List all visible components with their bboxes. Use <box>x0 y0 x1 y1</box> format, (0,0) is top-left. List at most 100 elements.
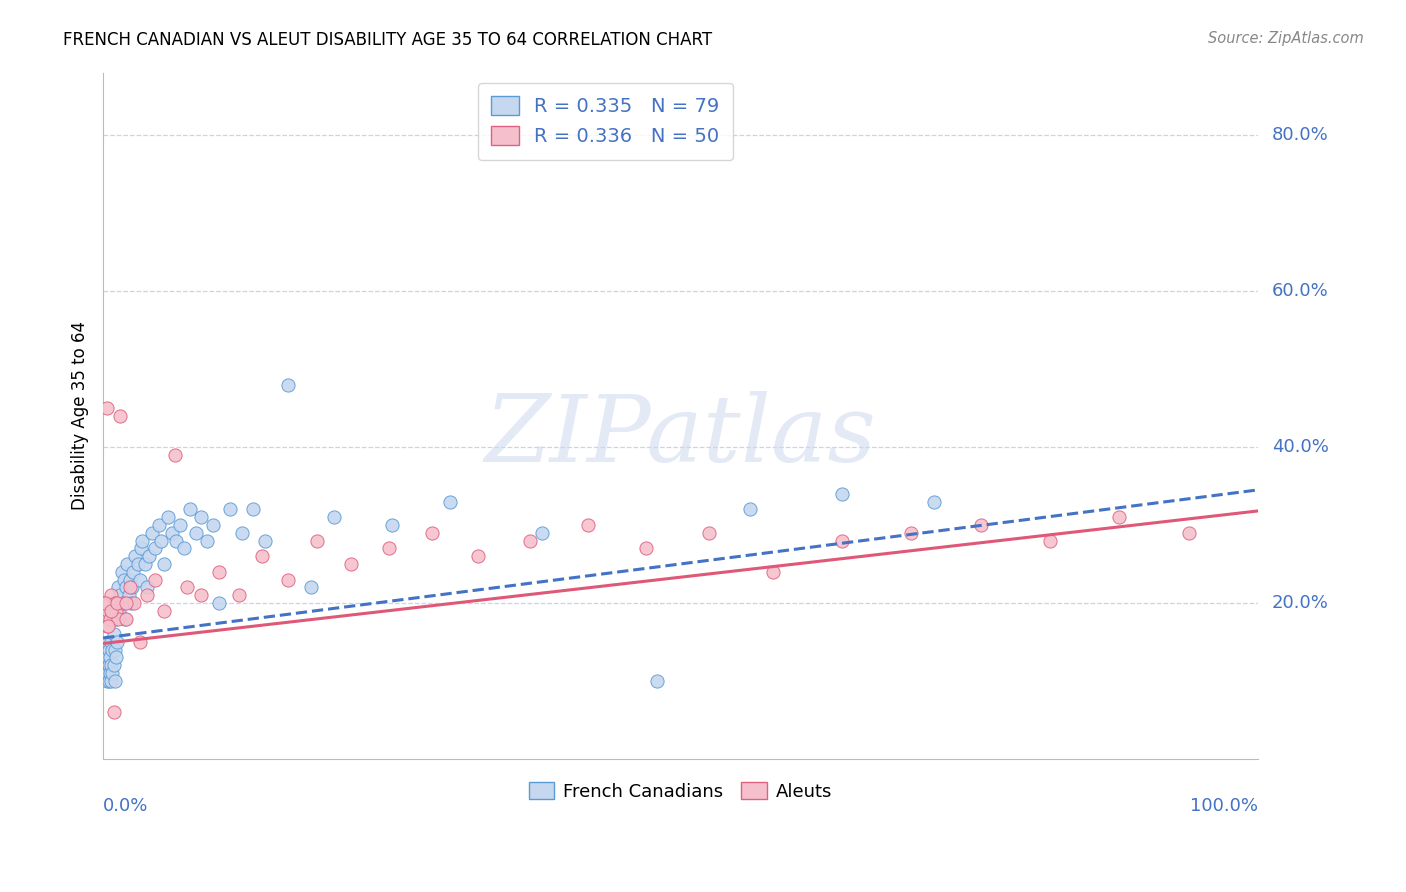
Point <box>1177 525 1199 540</box>
Point <box>762 565 785 579</box>
Point <box>136 580 159 594</box>
Point <box>900 525 922 540</box>
Point <box>93 658 115 673</box>
Point <box>129 541 152 556</box>
Point <box>105 596 128 610</box>
Point <box>131 533 153 548</box>
Point <box>173 541 195 556</box>
Point <box>97 658 120 673</box>
Point <box>98 650 121 665</box>
Text: 60.0%: 60.0% <box>1271 282 1329 301</box>
Point <box>277 377 299 392</box>
Point <box>101 666 124 681</box>
Point <box>153 557 176 571</box>
Point <box>1039 533 1062 548</box>
Point <box>97 635 120 649</box>
Point <box>96 619 118 633</box>
Point <box>98 611 121 625</box>
Point <box>111 596 134 610</box>
Point <box>110 588 132 602</box>
Point <box>121 580 143 594</box>
Point <box>100 588 122 602</box>
Point <box>134 557 156 571</box>
Point <box>105 596 128 610</box>
Text: 80.0%: 80.0% <box>1271 127 1329 145</box>
Point <box>141 525 163 540</box>
Point <box>97 666 120 681</box>
Text: FRENCH CANADIAN VS ALEUT DISABILITY AGE 35 TO 64 CORRELATION CHART: FRENCH CANADIAN VS ALEUT DISABILITY AGE … <box>63 31 713 49</box>
Point <box>107 580 129 594</box>
Point <box>190 510 212 524</box>
Point <box>97 604 120 618</box>
Point <box>97 673 120 688</box>
Point <box>439 494 461 508</box>
Point <box>117 557 139 571</box>
Point <box>299 580 322 594</box>
Point <box>163 448 186 462</box>
Point <box>96 658 118 673</box>
Point <box>114 611 136 625</box>
Point <box>207 596 229 610</box>
Point <box>104 642 127 657</box>
Point <box>253 533 276 548</box>
Point <box>195 533 218 548</box>
Point <box>647 673 669 688</box>
Point <box>104 604 127 618</box>
Point <box>190 588 212 602</box>
Point <box>111 596 134 610</box>
Point <box>94 650 117 665</box>
Point <box>127 557 149 571</box>
Point <box>219 502 242 516</box>
Point <box>94 596 117 610</box>
Point <box>93 596 115 610</box>
Point <box>136 588 159 602</box>
Point <box>104 650 127 665</box>
Point <box>97 642 120 657</box>
Point <box>1108 510 1130 524</box>
Point <box>103 658 125 673</box>
Point <box>530 525 553 540</box>
Point <box>100 673 122 688</box>
Point <box>323 510 346 524</box>
Point <box>340 557 363 571</box>
Point <box>969 518 991 533</box>
Point <box>120 596 142 610</box>
Point <box>831 533 853 548</box>
Point <box>101 642 124 657</box>
Point <box>378 541 401 556</box>
Point <box>184 525 207 540</box>
Point <box>179 502 201 516</box>
Point <box>112 573 135 587</box>
Point <box>118 573 141 587</box>
Text: 100.0%: 100.0% <box>1189 797 1258 814</box>
Point <box>103 627 125 641</box>
Point <box>108 604 131 618</box>
Point <box>467 549 489 563</box>
Text: 40.0%: 40.0% <box>1271 438 1329 456</box>
Point <box>103 705 125 719</box>
Point <box>117 588 139 602</box>
Point <box>104 611 127 625</box>
Point <box>101 604 124 618</box>
Point <box>207 565 229 579</box>
Point <box>104 596 127 610</box>
Point <box>381 518 404 533</box>
Point <box>100 658 122 673</box>
Text: ZIPatlas: ZIPatlas <box>485 392 876 482</box>
Point <box>153 604 176 618</box>
Point <box>242 502 264 516</box>
Point <box>143 541 166 556</box>
Point <box>98 666 121 681</box>
Point <box>576 518 599 533</box>
Point <box>105 635 128 649</box>
Point <box>115 611 138 625</box>
Point <box>149 533 172 548</box>
Point <box>94 666 117 681</box>
Point <box>96 401 118 415</box>
Text: Source: ZipAtlas.com: Source: ZipAtlas.com <box>1208 31 1364 46</box>
Point <box>231 525 253 540</box>
Point <box>831 487 853 501</box>
Point <box>305 533 328 548</box>
Point <box>129 635 152 649</box>
Point <box>118 580 141 594</box>
